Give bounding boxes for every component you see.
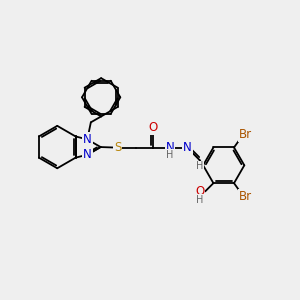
Text: N: N [183,141,192,154]
Text: O: O [148,122,158,134]
Text: S: S [114,141,122,154]
Text: H: H [196,161,203,172]
Text: Br: Br [239,190,252,202]
Text: Br: Br [238,128,252,141]
Text: N: N [83,133,92,146]
Text: O: O [195,185,205,199]
Text: H: H [196,195,204,205]
Text: N: N [83,148,92,161]
Text: N: N [166,141,175,154]
Text: H: H [166,150,173,160]
